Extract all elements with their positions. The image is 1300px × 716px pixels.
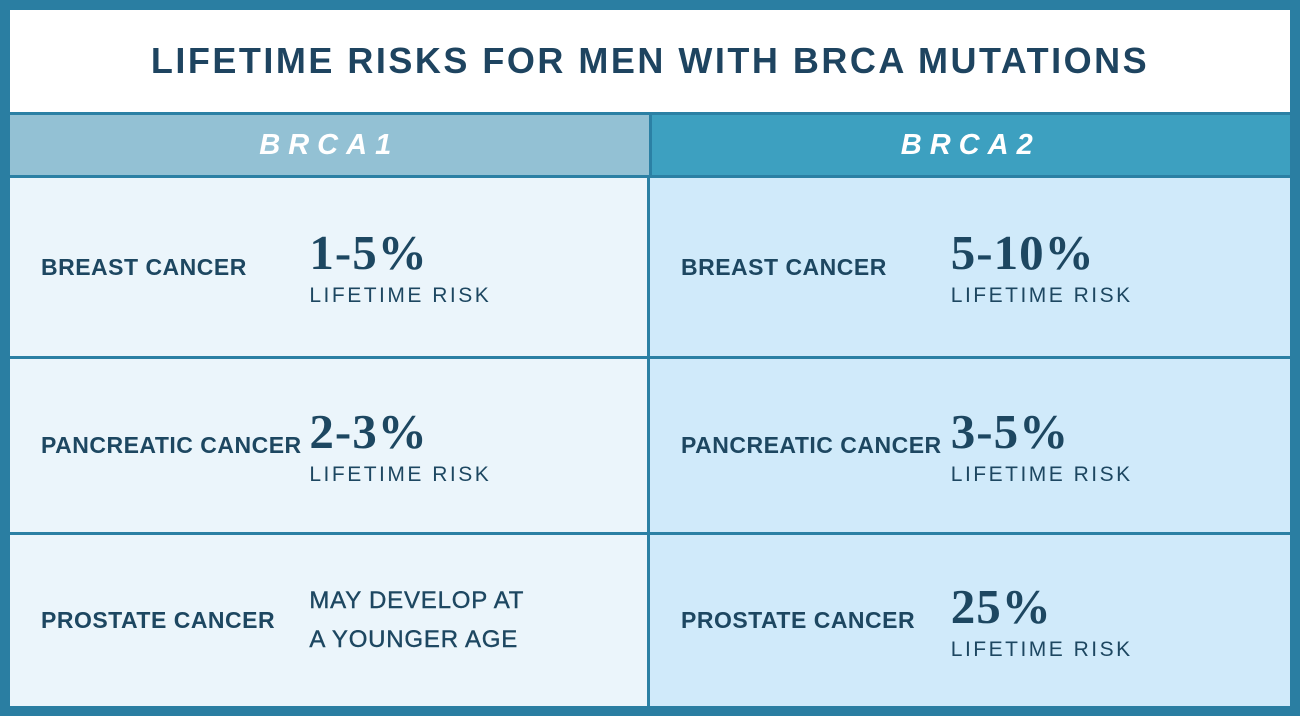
risk-value-block: 1-5% LIFETIME RISK bbox=[309, 226, 647, 308]
cell-breast-brca2: BREAST CANCER 5-10% LIFETIME RISK bbox=[650, 178, 1290, 360]
risk-value-block: 3-5% LIFETIME RISK bbox=[950, 403, 1290, 487]
page-title: LIFETIME RISKS FOR MEN WITH BRCA MUTATIO… bbox=[150, 40, 1150, 81]
column-header-brca1: BRCA1 bbox=[10, 115, 652, 175]
risk-note: LIFETIME RISK bbox=[950, 284, 1133, 307]
cell-pancreatic-brca1: PANCREATIC CANCER 2-3% LIFETIME RISK bbox=[10, 359, 650, 536]
risk-percentage: 1-5% bbox=[309, 225, 428, 281]
cell-prostate-brca2: PROSTATE CANCER 25% LIFETIME RISK bbox=[650, 535, 1290, 706]
alt-note-line: MAY DEVELOP AT bbox=[309, 586, 525, 614]
risk-percentage: 25% bbox=[950, 578, 1052, 634]
cancer-type-label: BREAST CANCER bbox=[681, 253, 887, 280]
cancer-type-label: PROSTATE CANCER bbox=[681, 607, 916, 634]
risk-percentage: 5-10% bbox=[950, 225, 1095, 281]
risk-table: BREAST CANCER 1-5% LIFETIME RISK BREAST … bbox=[10, 178, 1290, 706]
risk-percentage: 3-5% bbox=[950, 403, 1070, 459]
cell-pancreatic-brca2: PANCREATIC CANCER 3-5% LIFETIME RISK bbox=[650, 359, 1290, 536]
cell-prostate-brca1: PROSTATE CANCER MAY DEVELOP AT A YOUNGER… bbox=[10, 535, 650, 706]
risk-alt-note: MAY DEVELOP AT A YOUNGER AGE bbox=[309, 582, 524, 660]
risk-note: LIFETIME RISK bbox=[950, 462, 1133, 486]
risk-value-block: 25% LIFETIME RISK bbox=[950, 578, 1290, 662]
column-header-row: BRCA1 BRCA2 bbox=[10, 112, 1290, 178]
risk-value-block: 2-3% LIFETIME RISK bbox=[309, 403, 647, 487]
cancer-type-label: PANCREATIC CANCER bbox=[681, 432, 942, 459]
title-band: LIFETIME RISKS FOR MEN WITH BRCA MUTATIO… bbox=[10, 10, 1290, 112]
risk-note: LIFETIME RISK bbox=[950, 637, 1133, 661]
risk-percentage: 2-3% bbox=[309, 403, 428, 459]
risk-value-block: MAY DEVELOP AT A YOUNGER AGE bbox=[309, 582, 647, 660]
risk-value-block: 5-10% LIFETIME RISK bbox=[951, 226, 1290, 308]
column-header-brca2: BRCA2 bbox=[651, 115, 1290, 175]
cancer-type-label: BREAST CANCER bbox=[41, 253, 247, 280]
risk-note: LIFETIME RISK bbox=[309, 462, 492, 486]
cancer-type-label: PANCREATIC CANCER bbox=[41, 432, 302, 459]
alt-note-line: A YOUNGER AGE bbox=[309, 625, 519, 653]
cancer-type-label: PROSTATE CANCER bbox=[41, 607, 276, 634]
cell-breast-brca1: BREAST CANCER 1-5% LIFETIME RISK bbox=[10, 178, 650, 360]
risk-note: LIFETIME RISK bbox=[309, 284, 492, 307]
